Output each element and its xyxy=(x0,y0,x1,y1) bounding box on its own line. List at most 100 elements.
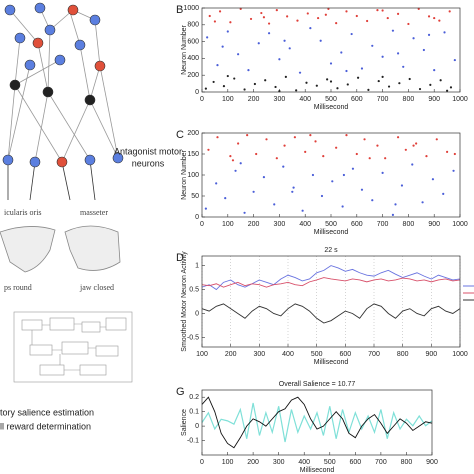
series-line xyxy=(201,265,461,291)
y-axis-label: Neuron Number xyxy=(181,24,188,74)
spike-dot xyxy=(305,81,308,84)
spike-dot xyxy=(213,20,216,23)
spike-dot xyxy=(453,58,456,62)
spike-dot xyxy=(356,76,360,79)
spike-dot xyxy=(345,10,348,13)
x-tick-label: 200 xyxy=(225,351,237,358)
x-tick-label: 700 xyxy=(377,221,389,228)
jaw-sketches xyxy=(0,225,121,273)
spike-dot xyxy=(407,22,410,26)
spike-dot xyxy=(291,190,294,193)
x-tick-label: 300 xyxy=(253,351,265,358)
y-tick-label: 0.5 xyxy=(189,286,199,293)
spike-dot xyxy=(418,87,422,91)
series-line xyxy=(201,277,461,288)
spike-dot xyxy=(314,140,317,143)
spike-dot xyxy=(381,55,384,58)
spike-dot xyxy=(384,157,387,160)
spike-dot xyxy=(415,142,418,145)
x-tick-label: 700 xyxy=(368,351,380,358)
spike-dot xyxy=(435,138,438,141)
spike-dot xyxy=(400,184,404,187)
y-axis-label: Neuron Number xyxy=(181,149,188,199)
spike-dot xyxy=(336,87,339,90)
spike-dot xyxy=(345,134,348,137)
spike-dot xyxy=(398,82,401,85)
spike-dot xyxy=(335,146,338,149)
x-tick-label: 800 xyxy=(403,221,415,228)
spike-dot xyxy=(324,13,327,16)
spike-dot xyxy=(206,36,209,39)
spike-dot xyxy=(433,16,436,20)
spike-dot xyxy=(412,37,415,40)
x-axis-label: Millisecond xyxy=(314,229,349,236)
x-tick-label: 600 xyxy=(351,221,363,228)
series-line xyxy=(201,396,433,449)
panel-letter: C xyxy=(176,129,184,141)
caption-line: ll reward determination xyxy=(0,421,91,431)
spike-dot xyxy=(363,138,366,141)
spike-dot xyxy=(422,48,425,52)
x-tick-label: 700 xyxy=(377,96,389,103)
spike-dot xyxy=(376,144,379,147)
y-tick-label: 150 xyxy=(187,151,199,158)
spike-dot xyxy=(381,9,384,12)
plot-frame xyxy=(201,389,433,456)
y-tick-label: -0.1 xyxy=(187,437,199,444)
spike-dot xyxy=(433,69,436,72)
x-tick-label: 800 xyxy=(401,459,413,466)
x-tick-label: 1000 xyxy=(452,351,468,358)
circuit-sketch xyxy=(13,311,133,383)
plot-frame xyxy=(201,255,461,348)
spike-dot xyxy=(226,74,229,78)
y-tick-label: 400 xyxy=(187,55,199,62)
spike-dot xyxy=(411,163,414,166)
spike-dot xyxy=(267,32,271,35)
spike-dot xyxy=(340,51,343,54)
caption-line: tory salience estimation xyxy=(0,407,94,417)
y-tick-label: 600 xyxy=(187,38,199,45)
spike-dot xyxy=(341,205,344,208)
spike-dot xyxy=(427,33,431,36)
spike-dot xyxy=(367,88,370,91)
x-tick-label: 500 xyxy=(311,351,323,358)
spike-dot xyxy=(368,157,371,160)
spike-dot xyxy=(283,39,286,42)
spike-dot xyxy=(319,39,322,42)
x-tick-label: 400 xyxy=(282,351,294,358)
spike-dot xyxy=(438,19,441,22)
spike-dot xyxy=(295,89,298,92)
panel-letter: G xyxy=(176,386,185,398)
spike-dot xyxy=(346,83,349,86)
spike-dot xyxy=(243,211,246,214)
spike-dot xyxy=(439,79,442,82)
spike-dot xyxy=(265,138,268,141)
spike-dot xyxy=(377,79,380,83)
spike-dot xyxy=(381,171,384,174)
spike-dot xyxy=(253,82,256,86)
x-tick-label: 900 xyxy=(425,351,437,358)
spike-dot xyxy=(296,19,299,22)
x-tick-label: 400 xyxy=(298,459,310,466)
x-tick-label: 0 xyxy=(200,459,204,466)
x-tick-label: 800 xyxy=(403,96,415,103)
x-tick-label: 300 xyxy=(274,96,286,103)
panel-letter: B xyxy=(176,4,183,16)
x-tick-label: 200 xyxy=(248,96,260,103)
plot-frame xyxy=(201,7,461,93)
spike-dot xyxy=(255,152,258,156)
spike-dot xyxy=(366,19,369,23)
spike-dot xyxy=(286,15,289,18)
spike-dot xyxy=(360,67,364,70)
spike-dot xyxy=(216,136,219,139)
spike-dot xyxy=(342,173,345,177)
spike-dot xyxy=(215,182,218,185)
spike-dot xyxy=(252,190,255,193)
spike-dot xyxy=(387,85,391,88)
spike-dot xyxy=(453,152,456,156)
spike-dot xyxy=(218,10,222,13)
spike-dot xyxy=(408,77,411,81)
y-tick-label: 200 xyxy=(187,130,199,137)
spike-dot xyxy=(204,207,207,210)
